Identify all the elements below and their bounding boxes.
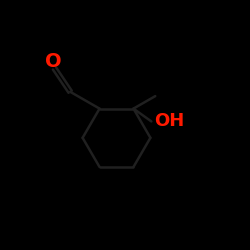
Text: OH: OH bbox=[154, 112, 184, 130]
Text: O: O bbox=[45, 52, 62, 71]
